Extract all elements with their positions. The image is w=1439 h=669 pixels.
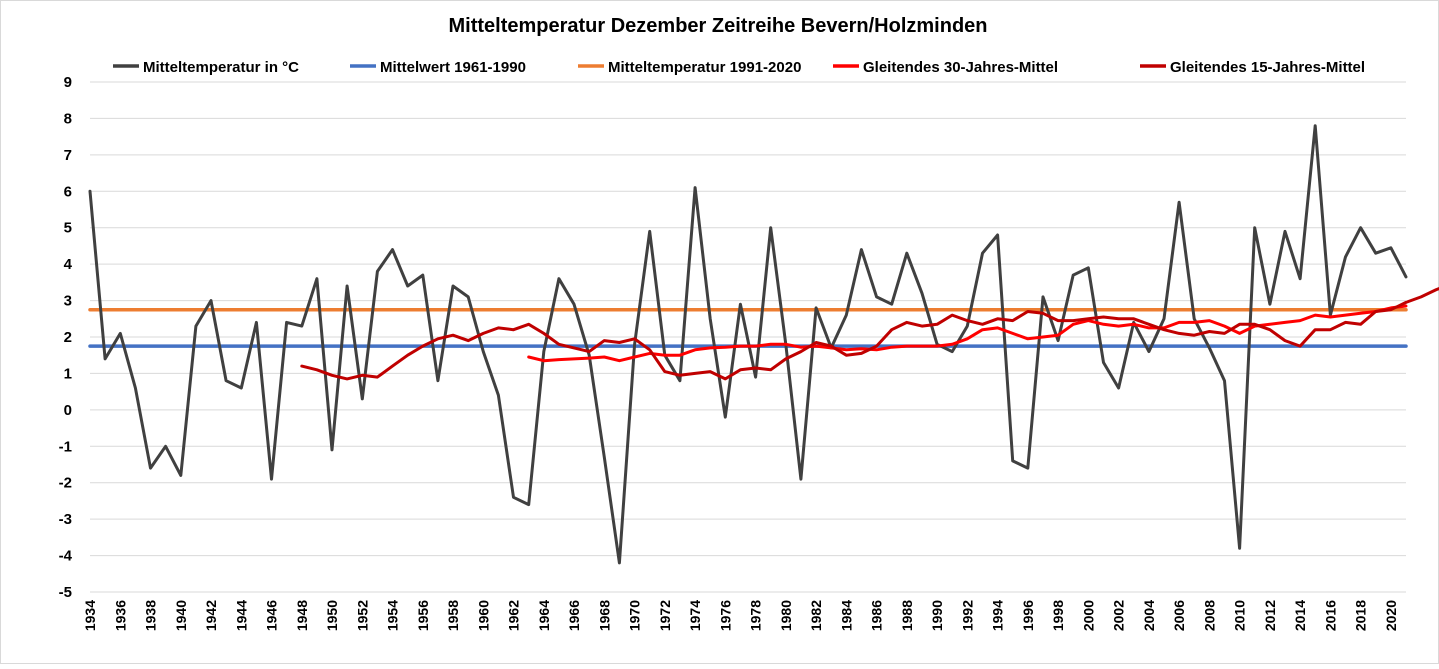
y-tick-label: 9 bbox=[64, 74, 72, 91]
x-tick-label: 2010 bbox=[1232, 600, 1248, 631]
x-tick-label: 1950 bbox=[324, 600, 340, 631]
x-tick-label: 1942 bbox=[203, 600, 219, 631]
y-tick-label: 2 bbox=[64, 329, 72, 346]
x-tick-label: 1966 bbox=[566, 600, 582, 631]
x-tick-label: 1996 bbox=[1020, 600, 1036, 631]
x-tick-label: 1968 bbox=[596, 600, 612, 631]
chart-title: Mitteltemperatur Dezember Zeitreihe Beve… bbox=[448, 15, 987, 37]
series-line-gleitendes-15-jahres-mittel bbox=[300, 287, 1439, 381]
x-tick-label: 2000 bbox=[1080, 600, 1096, 631]
x-tick-label: 2008 bbox=[1201, 600, 1217, 631]
x-tick-label: 1958 bbox=[445, 600, 461, 631]
legend: Mitteltemperatur in °C Mittelwert 1961-19… bbox=[113, 59, 1365, 76]
x-tick-label: 1938 bbox=[143, 600, 159, 631]
y-tick-label: 7 bbox=[64, 147, 72, 164]
x-axis-tick-labels: 1934 1936 1938 1940 1942 1944 1946 1948 1950 1952… bbox=[82, 600, 1399, 631]
series-layer bbox=[88, 124, 1439, 565]
x-tick-label: 1940 bbox=[173, 600, 189, 631]
y-tick-label: -3 bbox=[59, 511, 72, 528]
y-tick-label: 5 bbox=[64, 220, 72, 237]
x-tick-label: 1972 bbox=[657, 600, 673, 631]
x-tick-label: 2012 bbox=[1262, 600, 1278, 631]
x-tick-label: 1956 bbox=[415, 600, 431, 631]
x-tick-label: 2004 bbox=[1141, 600, 1157, 631]
y-tick-label: -5 bbox=[59, 584, 72, 601]
x-tick-label: 1986 bbox=[869, 600, 885, 631]
x-tick-label: 1980 bbox=[778, 600, 794, 631]
y-tick-label: 4 bbox=[64, 256, 73, 273]
y-tick-label: -4 bbox=[59, 548, 73, 565]
x-tick-label: 1936 bbox=[112, 600, 128, 631]
legend-label: Mittelwert 1961-1990 bbox=[380, 59, 526, 76]
y-tick-label: 0 bbox=[64, 402, 72, 419]
y-tick-label: -2 bbox=[59, 475, 72, 492]
y-axis-tick-labels: 9 8 7 6 5 4 3 2 1 0 -1 -2 -3 -4 -5 bbox=[59, 74, 73, 601]
x-tick-label: 1974 bbox=[687, 600, 703, 631]
legend-label: Gleitendes 30-Jahres-Mittel bbox=[863, 59, 1058, 76]
x-tick-label: 2014 bbox=[1292, 600, 1308, 631]
x-tick-label: 1934 bbox=[82, 600, 98, 631]
x-tick-label: 2002 bbox=[1111, 600, 1127, 631]
x-tick-label: 1984 bbox=[838, 600, 854, 631]
x-tick-label: 1970 bbox=[627, 600, 643, 631]
x-tick-label: 1954 bbox=[385, 600, 401, 631]
x-tick-label: 1962 bbox=[506, 600, 522, 631]
x-tick-label: 2020 bbox=[1383, 600, 1399, 631]
x-tick-label: 1946 bbox=[264, 600, 280, 631]
x-tick-label: 2016 bbox=[1322, 600, 1338, 631]
gridlines bbox=[90, 81, 1406, 593]
x-tick-label: 1976 bbox=[717, 600, 733, 631]
y-tick-label: 1 bbox=[64, 365, 72, 382]
x-tick-label: 1994 bbox=[990, 600, 1006, 631]
y-tick-label: 8 bbox=[64, 110, 72, 127]
x-tick-label: 1978 bbox=[748, 600, 764, 631]
x-tick-label: 1964 bbox=[536, 600, 552, 631]
x-tick-label: 1948 bbox=[294, 600, 310, 631]
x-tick-label: 1944 bbox=[233, 600, 249, 631]
x-tick-label: 1982 bbox=[808, 600, 824, 631]
y-tick-label: -1 bbox=[59, 438, 72, 455]
x-tick-label: 1952 bbox=[354, 600, 370, 631]
x-tick-label: 1960 bbox=[475, 600, 491, 631]
x-tick-label: 1998 bbox=[1050, 600, 1066, 631]
y-tick-label: 3 bbox=[64, 293, 72, 310]
x-tick-label: 2006 bbox=[1171, 600, 1187, 631]
x-tick-label: 2018 bbox=[1353, 600, 1369, 631]
x-tick-label: 1988 bbox=[899, 600, 915, 631]
legend-label: Mitteltemperatur 1991-2020 bbox=[608, 59, 801, 76]
legend-label: Gleitendes 15-Jahres-Mittel bbox=[1170, 59, 1365, 76]
legend-label: Mitteltemperatur in °C bbox=[143, 59, 299, 76]
y-tick-label: 6 bbox=[64, 183, 72, 200]
x-tick-label: 1992 bbox=[959, 600, 975, 631]
x-tick-label: 1990 bbox=[929, 600, 945, 631]
series-line-mitteltemperatur-in-c bbox=[88, 124, 1408, 565]
